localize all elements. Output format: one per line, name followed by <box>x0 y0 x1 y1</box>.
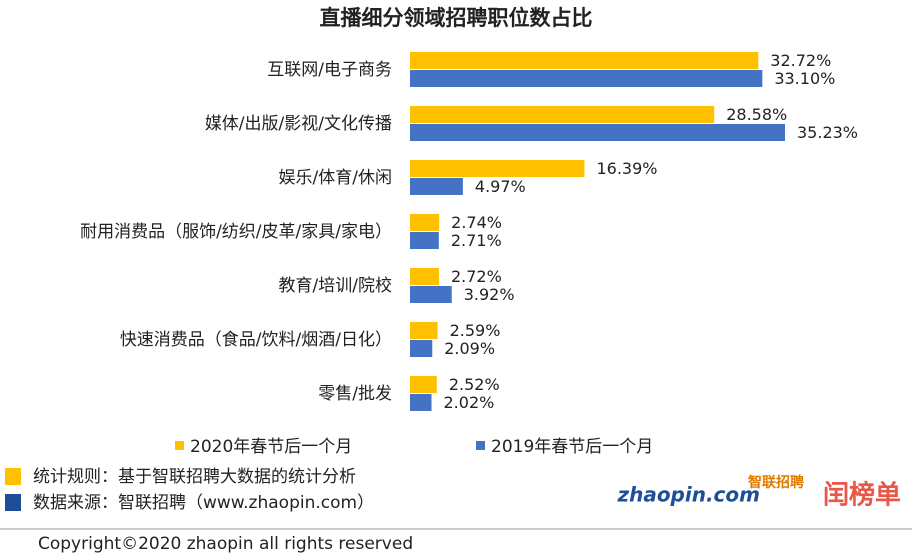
legend-swatch <box>175 441 184 450</box>
legend-label: 2019年春节后一个月 <box>491 437 653 457</box>
value-label: 32.72% <box>770 51 831 70</box>
bar <box>410 232 439 249</box>
category-label: 耐用消费品（服饰/纺织/皮革/家具/家电） <box>80 222 392 242</box>
category-label: 媒体/出版/影视/文化传播 <box>205 114 392 134</box>
legend-swatch <box>476 441 485 450</box>
value-label: 2.72% <box>451 267 502 286</box>
bar <box>410 52 759 69</box>
bar <box>410 160 585 177</box>
value-label: 2.59% <box>450 321 501 340</box>
value-label: 4.97% <box>475 177 526 196</box>
value-label: 2.74% <box>451 213 502 232</box>
category-label: 教育/培训/院校 <box>279 276 392 296</box>
value-label: 2.09% <box>444 339 495 358</box>
category-label: 互联网/电子商务 <box>267 60 392 80</box>
bar <box>410 286 452 303</box>
note-swatch <box>5 468 21 485</box>
logo-brand-cn: 智联招聘 <box>747 474 804 491</box>
bar <box>410 268 439 285</box>
bar <box>410 106 715 123</box>
category-label: 快速消费品（食品/饮料/烟酒/日化） <box>120 330 392 350</box>
bar <box>410 340 433 357</box>
legend-label: 2020年春节后一个月 <box>190 437 352 457</box>
category-label: 零售/批发 <box>318 384 392 404</box>
category-label: 娱乐/体育/休闲 <box>279 168 392 188</box>
logo-badge: 闰榜单 <box>823 480 901 511</box>
value-label: 35.23% <box>797 123 858 142</box>
value-label: 28.58% <box>726 105 787 124</box>
logo-brand: zhaopin.com <box>616 483 760 507</box>
chart-title: 直播细分领域招聘职位数占比 <box>320 6 593 30</box>
bar <box>410 214 440 231</box>
value-label: 3.92% <box>464 285 515 304</box>
note-text: 统计规则：基于智联招聘大数据的统计分析 <box>33 467 356 487</box>
bar <box>410 124 785 141</box>
bar <box>410 178 463 195</box>
note-swatch <box>5 494 21 511</box>
value-label: 2.02% <box>444 393 495 412</box>
bar <box>410 70 763 87</box>
copyright: Copyright©2020 zhaopin all rights reserv… <box>38 534 413 554</box>
value-label: 2.52% <box>449 375 500 394</box>
note-text: 数据来源：智联招聘（www.zhaopin.com） <box>33 493 374 513</box>
bar <box>410 376 437 393</box>
bar <box>410 322 438 339</box>
bar <box>410 394 432 411</box>
value-label: 2.71% <box>451 231 502 250</box>
value-label: 16.39% <box>596 159 657 178</box>
value-label: 33.10% <box>774 69 835 88</box>
